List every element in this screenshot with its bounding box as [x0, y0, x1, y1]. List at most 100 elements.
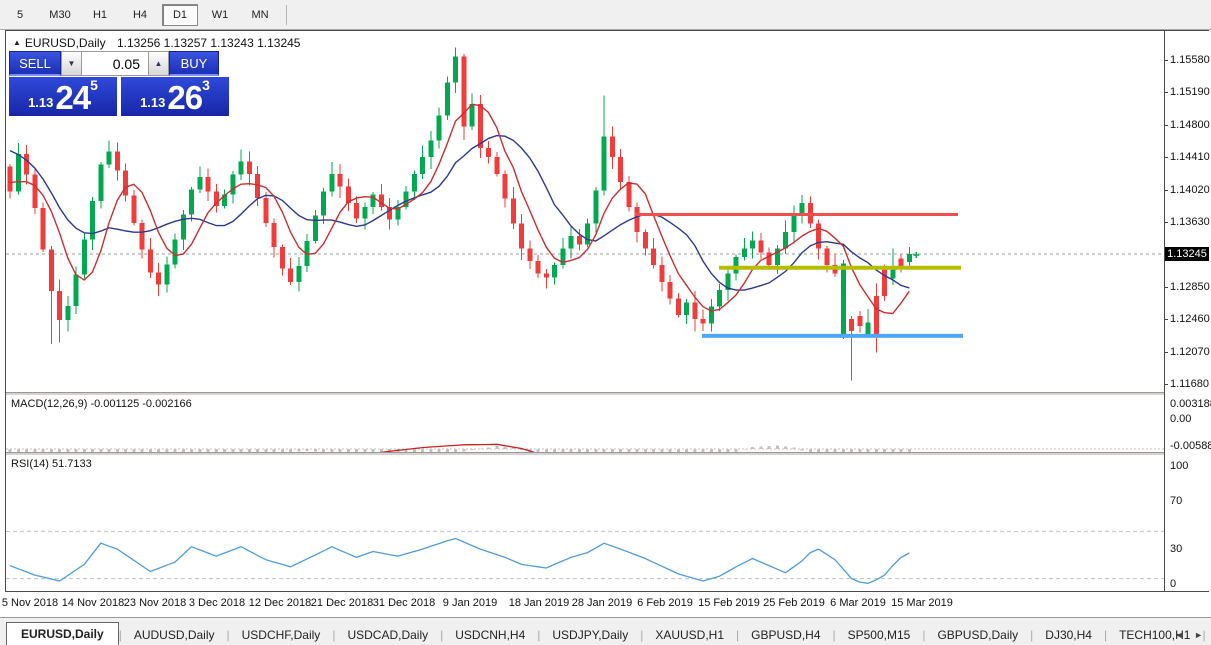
chart-tab-usdjpy-daily[interactable]: USDJPY,Daily [552, 628, 629, 642]
date-axis-label: 18 Jan 2019 [508, 597, 570, 609]
chart-tab-bar: EURUSD,Daily | AUDUSD,Daily | USDCHF,Daily | U… [0, 617, 1211, 645]
sell-price-major: 1.13 [28, 95, 54, 110]
chart-tab-usdcnh-h4[interactable]: USDCNH,H4 [455, 628, 526, 642]
date-axis-label: 14 Nov 2018 [61, 597, 125, 609]
axis-tick [1165, 60, 1168, 61]
tab-separator: | [226, 628, 230, 642]
candlestick-plot[interactable] [6, 31, 1164, 392]
buy-price-major: 1.13 [140, 95, 166, 110]
tab-separator: | [118, 628, 122, 642]
axis-tick [1165, 352, 1168, 353]
timeframe-button-5[interactable]: 5 [16, 8, 24, 21]
rsi-axis-label: 70 [1170, 495, 1183, 507]
date-axis-label: 28 Jan 2019 [571, 597, 633, 609]
chart-tab-eurusd-daily[interactable]: EURUSD,Daily [6, 622, 119, 645]
price-axis-label: 1.12070 [1170, 346, 1210, 358]
chart-tab-dj30-h4[interactable]: DJ30,H4 [1045, 628, 1092, 642]
rsi-plot[interactable] [6, 456, 1164, 591]
lot-decrease-button[interactable]: ▼ [61, 51, 82, 76]
rsi-label: RSI(14) 51.7133 [11, 458, 92, 470]
chart-tab-usdcad-daily[interactable]: USDCAD,Daily [347, 628, 429, 642]
price-axis-label: 1.15580 [1170, 54, 1210, 66]
sell-price-point: 5 [90, 77, 98, 93]
price-axis: 1.15580 1.15190 1.14800 1.14410 1.14020 1.136… [1164, 31, 1211, 591]
price-axis-label: 1.13630 [1170, 216, 1210, 228]
panel-splitter[interactable] [6, 452, 1208, 456]
macd-axis-label: -0.005889 [1170, 440, 1211, 452]
date-axis-label: 6 Feb 2019 [637, 597, 693, 609]
chart-tab-sp500-m15[interactable]: SP500,M15 [847, 628, 911, 642]
date-axis-label: 23 Nov 2018 [123, 597, 187, 609]
chart-title: ▲ EURUSD,Daily 1.13256 1.13257 1.13243 1.… [13, 36, 300, 50]
axis-tick [1165, 384, 1168, 385]
tab-scroll-arrows[interactable]: ◄ ► [1174, 630, 1207, 640]
date-axis-label: 12 Dec 2018 [248, 597, 312, 609]
date-axis-label: 31 Dec 2018 [372, 597, 436, 609]
tab-separator: | [640, 628, 644, 642]
buy-price-quote[interactable]: 1.13 26 3 [121, 77, 229, 116]
price-chart[interactable]: ▲ EURUSD,Daily 1.13256 1.13257 1.13243 1.… [6, 31, 1164, 392]
tab-separator: | [440, 628, 444, 642]
sell-button[interactable]: SELL [9, 51, 61, 76]
price-axis-label: 1.14020 [1170, 184, 1210, 196]
ohlc-values: 1.13256 1.13257 1.13243 1.13245 [116, 36, 301, 50]
macd-plot[interactable] [6, 396, 1164, 452]
date-axis-label: 21 Dec 2018 [310, 597, 374, 609]
tab-separator: | [537, 628, 541, 642]
axis-tick [1165, 319, 1168, 320]
chart-tab-gbpusd-h4[interactable]: GBPUSD,H4 [751, 628, 821, 642]
timeframe-button-h1[interactable]: H1 [92, 8, 108, 21]
buy-price-point: 3 [202, 77, 210, 93]
chart-tab-tech100-h1[interactable]: TECH100,H1 [1119, 628, 1191, 642]
chart-tab-usdchf-daily[interactable]: USDCHF,Daily [241, 628, 321, 642]
date-axis-label: 25 Feb 2019 [763, 597, 825, 609]
symbol-period-label: EURUSD,Daily [24, 36, 106, 50]
lot-size-input[interactable] [82, 51, 148, 76]
price-axis-label: 1.12850 [1170, 281, 1210, 293]
macd-axis-label: 0.00 [1170, 413, 1192, 425]
chart-tab-gbpusd-daily[interactable]: GBPUSD,Daily [937, 628, 1019, 642]
timeframe-toolbar: 5 M30 H1 H4 D1 W1 MN [0, 0, 1211, 30]
price-axis-label: 1.14410 [1170, 151, 1210, 163]
chart-tab-xauusd-h1[interactable]: XAUUSD,H1 [655, 628, 725, 642]
price-axis-label: 1.15190 [1170, 86, 1210, 98]
sell-price-pips: 24 [55, 79, 91, 116]
lot-increase-button[interactable]: ▲ [148, 51, 169, 76]
rsi-axis-label: 0 [1170, 578, 1177, 590]
date-axis-label: 5 Nov 2018 [1, 597, 59, 609]
buy-button[interactable]: BUY [169, 51, 219, 76]
timeframe-button-h4[interactable]: H4 [132, 8, 148, 21]
axis-tick [1165, 287, 1168, 288]
toolbar-separator [286, 4, 287, 25]
tab-separator: | [332, 628, 336, 642]
tab-separator: | [922, 628, 926, 642]
date-axis-label: 15 Feb 2019 [698, 597, 760, 609]
axis-tick [1165, 125, 1168, 126]
macd-axis-label: 0.003188 [1170, 398, 1211, 410]
price-axis-label: 1.14800 [1170, 119, 1210, 131]
tab-separator: | [1202, 628, 1206, 642]
timeframe-button-d1[interactable]: D1 [162, 3, 198, 26]
rsi-indicator-panel[interactable]: RSI(14) 51.7133 [6, 456, 1164, 591]
timeframe-button-m30[interactable]: M30 [49, 8, 71, 21]
date-axis-label: 9 Jan 2019 [442, 597, 498, 609]
tab-separator: | [1103, 628, 1108, 642]
timeframe-button-w1[interactable]: W1 [211, 8, 229, 21]
chart-tab-audusd-daily[interactable]: AUDUSD,Daily [133, 628, 215, 642]
axis-tick [1165, 157, 1168, 158]
panel-splitter[interactable] [6, 392, 1208, 396]
timeframe-button-mn[interactable]: MN [251, 8, 269, 21]
macd-indicator-panel[interactable]: MACD(12,26,9) -0.001125 -0.002166 [6, 396, 1164, 452]
sell-price-quote[interactable]: 1.13 24 5 [9, 77, 117, 116]
collapse-panel-icon[interactable]: ▲ [13, 38, 21, 47]
rsi-axis-label: 100 [1170, 460, 1189, 472]
date-axis-label: 6 Mar 2019 [830, 597, 886, 609]
tab-separator: | [736, 628, 740, 642]
axis-tick [1165, 190, 1168, 191]
macd-label: MACD(12,26,9) -0.001125 -0.002166 [11, 398, 192, 410]
date-axis-label: 3 Dec 2018 [188, 597, 246, 609]
chart-window: ▲ EURUSD,Daily 1.13256 1.13257 1.13243 1.… [5, 30, 1211, 592]
axis-tick [1165, 92, 1168, 93]
time-axis: 5 Nov 2018 14 Nov 2018 23 Nov 2018 3 Dec 20… [0, 595, 1211, 613]
